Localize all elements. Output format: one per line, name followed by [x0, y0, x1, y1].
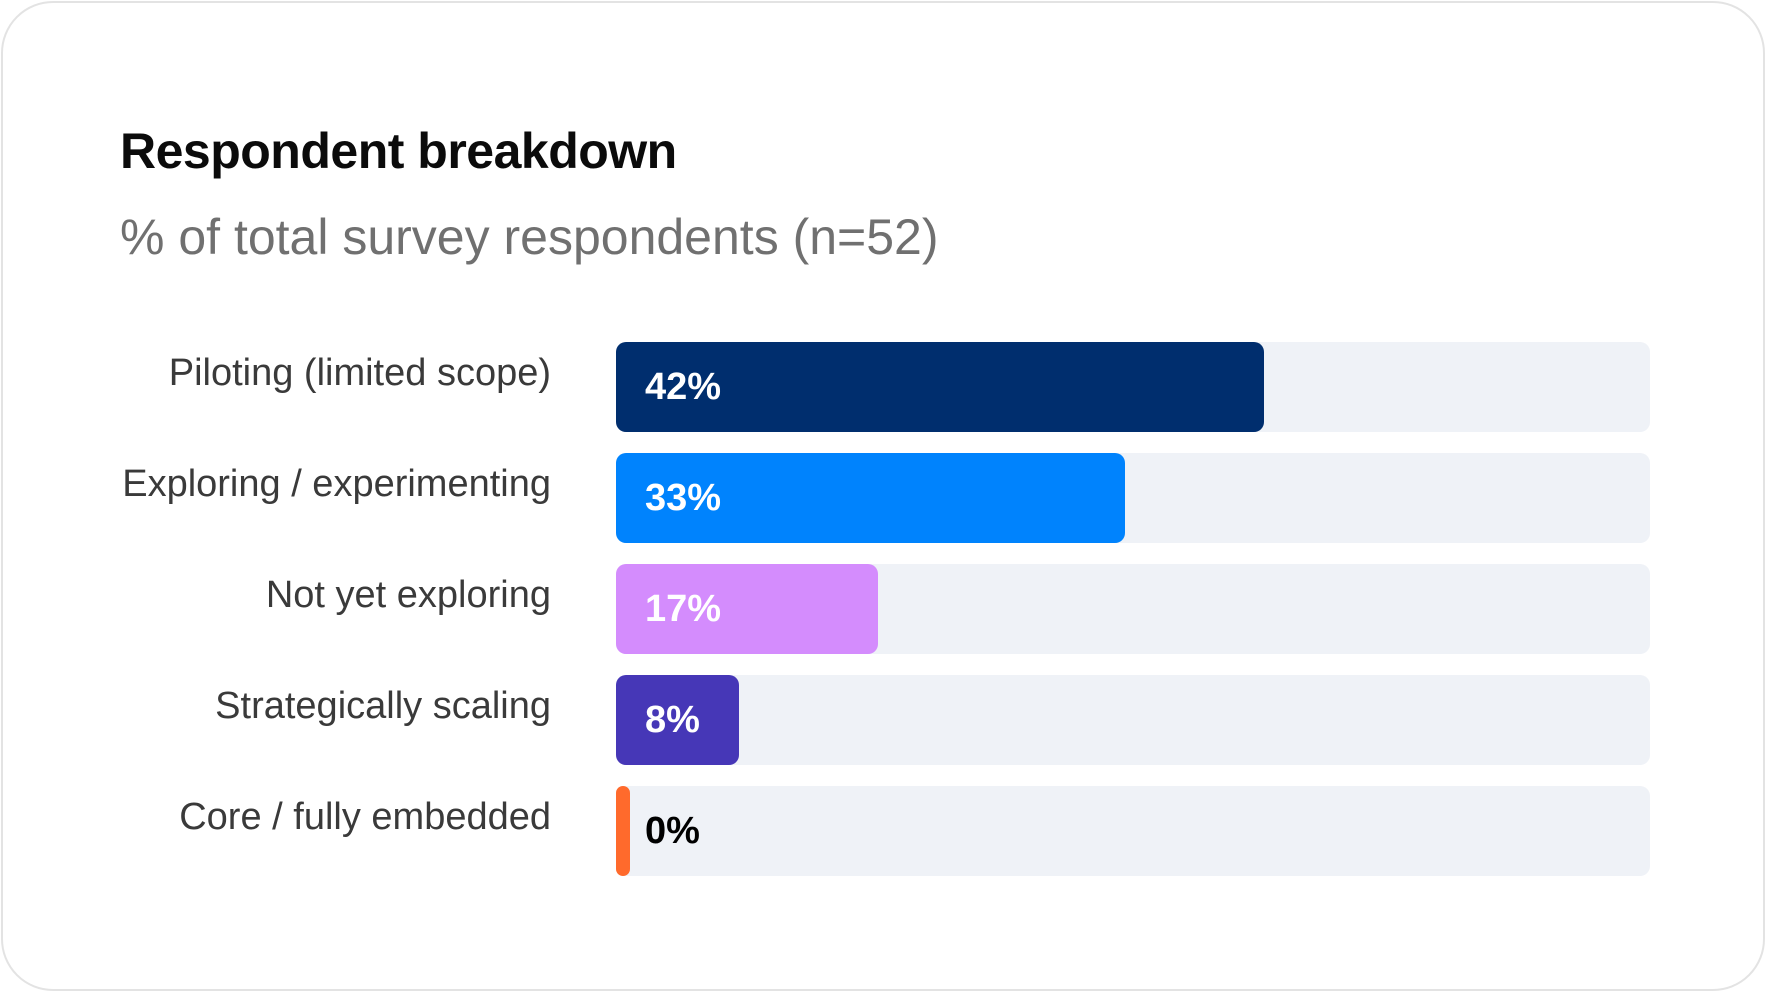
- value-label: 17%: [645, 588, 722, 630]
- value-label: 42%: [645, 366, 722, 408]
- category-label: Exploring / experimenting: [122, 463, 551, 505]
- category-label: Not yet exploring: [265, 574, 551, 616]
- bar: [616, 564, 879, 654]
- bar: [616, 675, 740, 765]
- bar-track: [616, 675, 1650, 765]
- value-label: 33%: [645, 477, 722, 519]
- bar: [616, 453, 1126, 543]
- category-label: Piloting (limited scope): [168, 352, 551, 394]
- value-label: 8%: [645, 699, 700, 741]
- bar-track: [616, 786, 1650, 876]
- value-label: 0%: [645, 810, 700, 852]
- chart-title: Respondent breakdown: [120, 123, 677, 179]
- chart-subtitle: % of total survey respondents (n=52): [120, 209, 939, 265]
- bar: [616, 786, 630, 876]
- category-label: Core / fully embedded: [179, 796, 551, 838]
- bar: [616, 342, 1265, 432]
- category-label: Strategically scaling: [215, 685, 551, 727]
